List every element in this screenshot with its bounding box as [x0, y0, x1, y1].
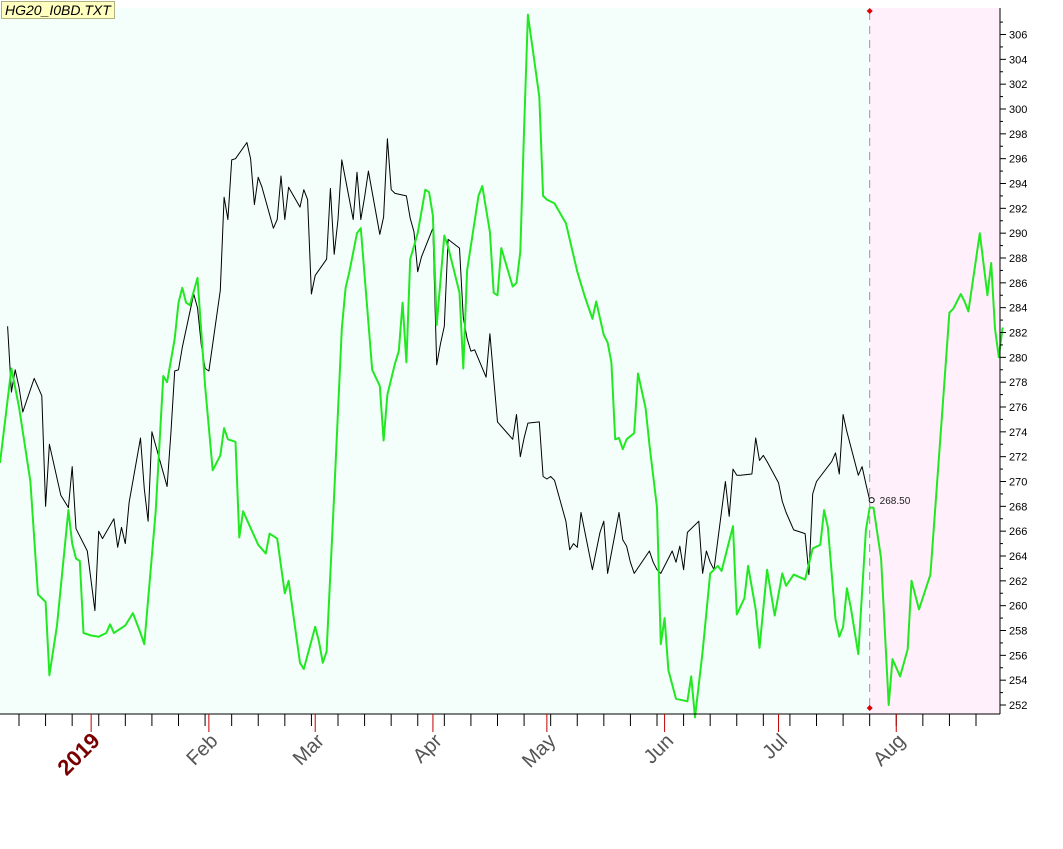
y-tick-label: 276	[1009, 402, 1027, 414]
green-price-series-line	[0, 13, 1004, 719]
y-tick-label: 284	[1009, 303, 1027, 315]
series-layer	[0, 13, 1004, 719]
y-tick-label: 272	[1009, 452, 1027, 464]
x-month-label: Jun	[640, 730, 678, 768]
y-tick-label: 292	[1009, 203, 1027, 215]
x-month-label: Mar	[289, 730, 329, 770]
x-month-label: Feb	[182, 730, 222, 770]
y-tick-label: 260	[1009, 601, 1027, 613]
y-tick-label: 266	[1009, 526, 1027, 538]
y-tick-label: 280	[1009, 352, 1027, 364]
y-axis: 252 254 256 258 260 262 264 266 268 270 272 274 276 2…	[1000, 21, 1027, 712]
top-marker-diamond	[866, 8, 873, 14]
y-tick-label: 300	[1009, 104, 1027, 116]
y-tick-label: 294	[1009, 179, 1027, 191]
x-axis: 2019 Feb Mar Apr May Jun Jul Aug	[18, 714, 977, 780]
last-value-label: 268.50	[880, 496, 911, 507]
y-tick-label: 304	[1009, 54, 1027, 66]
y-tick-label: 302	[1009, 79, 1027, 91]
x-month-label: May	[518, 730, 560, 772]
x-month-label: Apr	[409, 730, 447, 768]
y-tick-label: 264	[1009, 551, 1027, 563]
y-tick-label: 296	[1009, 154, 1027, 166]
y-tick-label: 256	[1009, 650, 1027, 662]
y-tick-label: 252	[1009, 700, 1027, 712]
x-month-label: Jul	[758, 730, 792, 764]
y-tick-label: 270	[1009, 477, 1027, 489]
y-tick-label: 258	[1009, 626, 1027, 638]
y-tick-label: 288	[1009, 253, 1027, 265]
y-tick-label: 278	[1009, 377, 1027, 389]
marker-layer: 268.50	[866, 8, 911, 711]
y-tick-label: 290	[1009, 228, 1027, 240]
y-tick-label: 286	[1009, 278, 1027, 290]
y-tick-label: 298	[1009, 129, 1027, 141]
bottom-marker-diamond	[866, 705, 873, 711]
y-tick-label: 306	[1009, 30, 1027, 42]
file-name-label: HG20_I0BD.TXT	[1, 1, 115, 19]
future-region	[869, 8, 1000, 714]
x-month-label: Aug	[869, 730, 910, 771]
last-value-point	[868, 497, 875, 504]
y-tick-label: 262	[1009, 576, 1027, 588]
y-tick-label: 274	[1009, 427, 1027, 439]
y-tick-label: 268	[1009, 501, 1027, 513]
y-tick-label: 282	[1009, 328, 1027, 340]
black-price-series-line	[7, 138, 871, 612]
y-tick-label: 254	[1009, 675, 1027, 687]
x-year-label: 2019	[52, 728, 104, 780]
